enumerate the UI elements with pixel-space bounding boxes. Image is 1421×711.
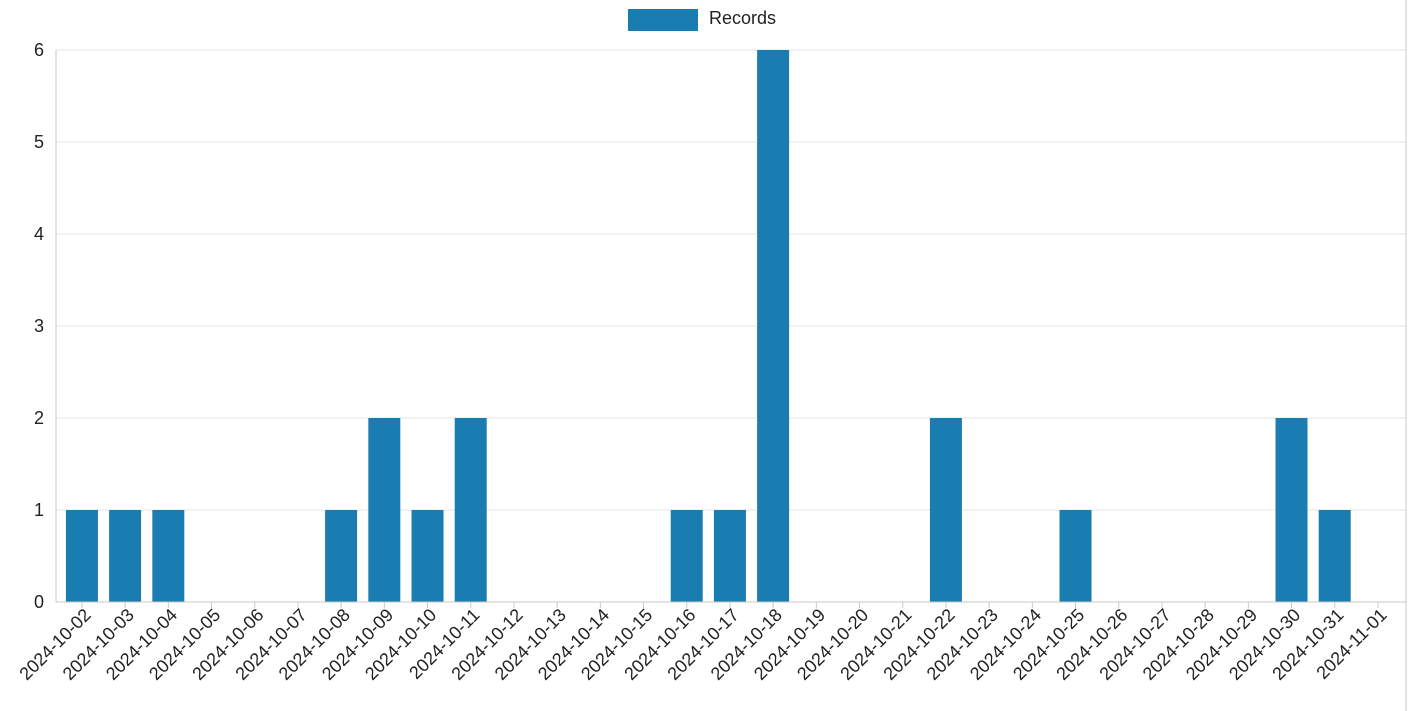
y-tick-label: 6 — [34, 40, 44, 60]
bar[interactable] — [1318, 510, 1351, 602]
bar[interactable] — [325, 510, 358, 602]
bar[interactable] — [109, 510, 142, 602]
y-tick-label: 0 — [34, 592, 44, 612]
bar[interactable] — [713, 510, 746, 602]
bar[interactable] — [65, 510, 98, 602]
grid-lines — [56, 49, 1406, 603]
x-axis-tick-labels: 2024-10-022024-10-032024-10-042024-10-05… — [15, 605, 1390, 684]
y-tick-label: 4 — [34, 224, 44, 244]
legend-label-records: Records — [709, 8, 776, 28]
bar[interactable] — [670, 510, 703, 602]
bar[interactable] — [411, 510, 444, 602]
y-tick-label: 3 — [34, 316, 44, 336]
axes — [55, 0, 1407, 711]
bar[interactable] — [368, 418, 401, 602]
y-axis-tick-labels: 0 1 2 3 4 5 6 — [34, 40, 44, 612]
bar[interactable] — [152, 510, 185, 602]
bar[interactable] — [1275, 418, 1308, 602]
bar[interactable] — [929, 418, 962, 602]
bar-series-records — [65, 50, 1351, 602]
bar[interactable] — [454, 418, 487, 602]
bar[interactable] — [1059, 510, 1092, 602]
legend[interactable]: Records — [628, 8, 776, 31]
bar[interactable] — [757, 50, 790, 602]
y-tick-label: 2 — [34, 408, 44, 428]
y-tick-label: 5 — [34, 132, 44, 152]
y-tick-label: 1 — [34, 500, 44, 520]
legend-swatch-records — [628, 9, 698, 31]
